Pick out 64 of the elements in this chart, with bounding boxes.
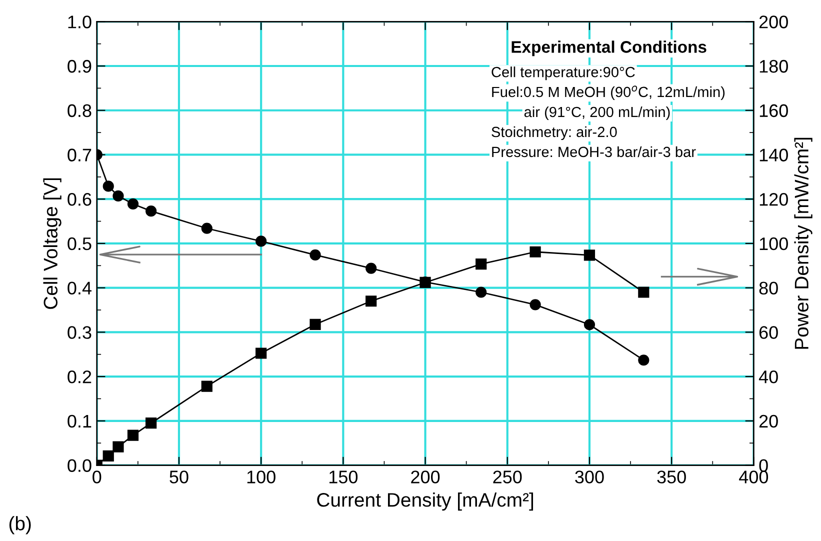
- x-tick-label: 150: [329, 470, 358, 484]
- annotation: Cell temperature:90°C: [492, 66, 635, 80]
- point: [112, 441, 124, 452]
- point: [112, 190, 124, 202]
- point: [638, 286, 650, 298]
- y2-tick-label: 40: [758, 370, 778, 384]
- x-tick-label: 350: [657, 470, 686, 484]
- y2-axis-title: Power Density [mW/cm²]: [794, 138, 812, 349]
- point: [127, 198, 139, 210]
- point: [476, 258, 487, 270]
- y2-tick-label: 20: [759, 414, 778, 428]
- annotation: Fuel:0.5 M MeOH (90$^{o}$C, 12mL/min): [492, 86, 725, 100]
- y-tick-label: 0.6: [68, 193, 92, 206]
- y-tick-label: 0.9: [68, 60, 92, 73]
- point: [638, 354, 650, 366]
- x-tick-label: 200: [411, 470, 440, 484]
- point: [146, 418, 157, 429]
- point: [256, 236, 267, 247]
- y-tick-label: 0.3: [68, 326, 92, 339]
- annotation: air (91°C, 200 mL/min): [524, 106, 670, 120]
- point: [310, 318, 321, 330]
- y-tick-label: 0.1: [68, 414, 92, 428]
- x-tick-label: 300: [575, 470, 604, 484]
- point: [127, 430, 139, 441]
- annotation: Pressure: MeOH-3 bar/air-3 bar: [492, 146, 696, 158]
- y2-tick-label: 60: [759, 326, 778, 339]
- x-tick-label: 100: [247, 470, 276, 484]
- point: [584, 319, 596, 330]
- point: [201, 380, 212, 392]
- y2-tick-label: 160: [760, 104, 788, 118]
- point: [530, 246, 541, 258]
- point: [201, 222, 212, 234]
- point: [310, 249, 321, 261]
- point: [366, 296, 377, 307]
- y-tick-label: 0.0: [68, 459, 92, 472]
- point: [256, 348, 267, 359]
- point: [584, 250, 596, 261]
- y2-tick-label: 140: [760, 148, 788, 162]
- x-tick-label: 50: [170, 470, 188, 484]
- x-tick-label: 0: [92, 470, 102, 484]
- point: [146, 206, 157, 217]
- y-tick-label: 1.0: [68, 16, 92, 28]
- text: (b): [9, 516, 31, 534]
- point: [102, 180, 114, 192]
- y-tick-label: 0.4: [68, 282, 92, 295]
- point: [366, 262, 377, 274]
- y-tick-label: 0.8: [68, 104, 92, 118]
- y-tick-label: 0.5: [68, 237, 92, 250]
- x-axis-title: Current Density [mA/cm²]: [317, 492, 534, 511]
- x-tick-label: 250: [493, 470, 522, 484]
- y-axis-title: Cell Voltage [V]: [43, 178, 62, 309]
- y-tick-label: 0.2: [68, 370, 92, 384]
- point: [476, 286, 487, 298]
- x-tick-label: 400: [739, 470, 768, 484]
- annotation: Experimental Conditions: [512, 40, 706, 56]
- y2-tick-label: 200: [759, 16, 788, 28]
- y2-tick-label: 80: [759, 282, 778, 295]
- y2-tick-label: 100: [760, 237, 788, 250]
- y-tick-label: 0.7: [68, 148, 92, 162]
- y2-tick-label: 120: [760, 193, 788, 206]
- y2-tick-label: 180: [760, 60, 788, 73]
- point: [530, 299, 541, 310]
- point: [102, 450, 114, 462]
- annotation: Stoichmetry: air-2.0: [492, 126, 617, 140]
